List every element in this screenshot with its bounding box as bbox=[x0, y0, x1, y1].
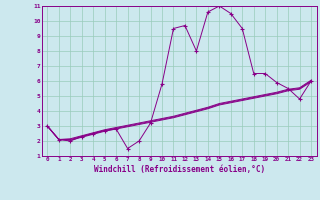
X-axis label: Windchill (Refroidissement éolien,°C): Windchill (Refroidissement éolien,°C) bbox=[94, 165, 265, 174]
